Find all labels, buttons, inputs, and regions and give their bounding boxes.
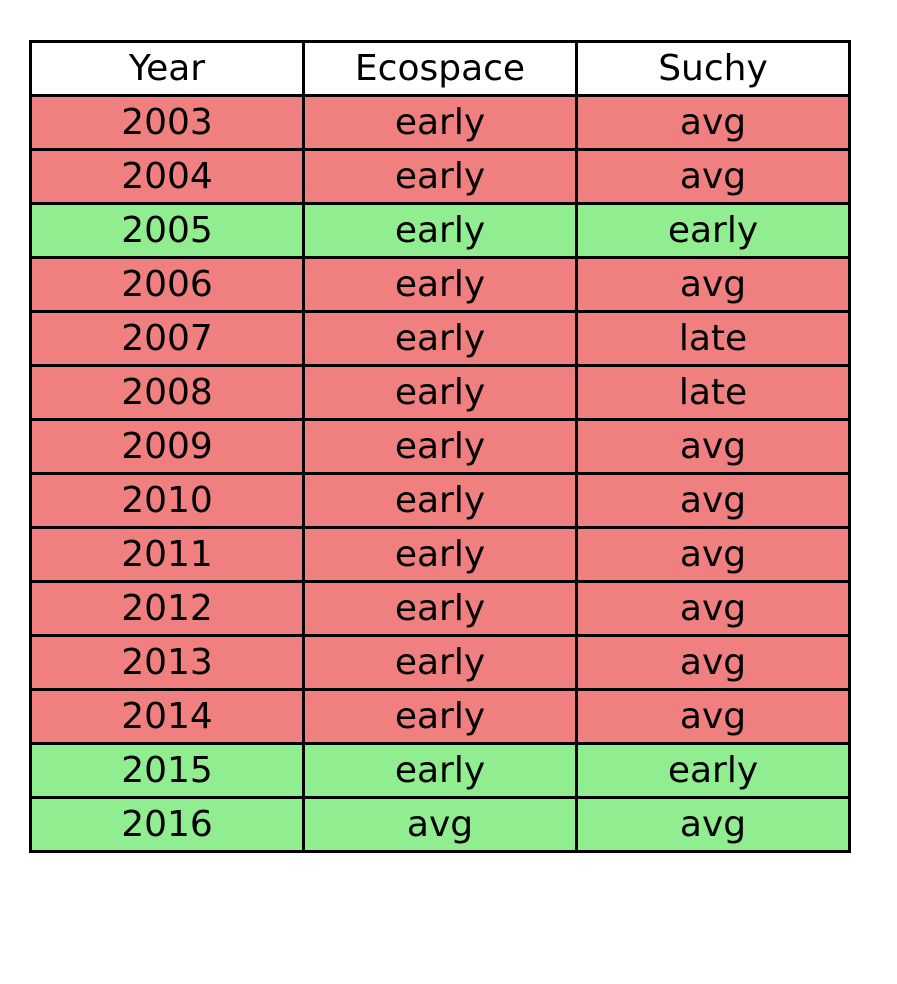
- header-row: Year Ecospace Suchy: [29, 40, 851, 97]
- suchy-cell: late: [575, 310, 851, 367]
- column-header-year: Year: [29, 40, 305, 97]
- ecospace-cell: early: [302, 364, 578, 421]
- suchy-cell: early: [575, 742, 851, 799]
- table-row: 2016 avg avg: [29, 796, 851, 853]
- ecospace-cell: avg: [302, 796, 578, 853]
- table-row: 2013 early avg: [29, 634, 851, 691]
- year-cell: 2010: [29, 472, 305, 529]
- year-cell: 2005: [29, 202, 305, 259]
- year-cell: 2009: [29, 418, 305, 475]
- suchy-cell: avg: [575, 526, 851, 583]
- year-cell: 2014: [29, 688, 305, 745]
- suchy-cell: avg: [575, 796, 851, 853]
- ecospace-cell: early: [302, 688, 578, 745]
- year-cell: 2011: [29, 526, 305, 583]
- table-row: 2012 early avg: [29, 580, 851, 637]
- table-row: 2010 early avg: [29, 472, 851, 529]
- ecospace-cell: early: [302, 310, 578, 367]
- table-row: 2015 early early: [29, 742, 851, 799]
- ecospace-cell: early: [302, 94, 578, 151]
- suchy-cell: avg: [575, 256, 851, 313]
- table-row: 2014 early avg: [29, 688, 851, 745]
- column-header-ecospace: Ecospace: [302, 40, 578, 97]
- table-row: 2006 early avg: [29, 256, 851, 313]
- year-cell: 2015: [29, 742, 305, 799]
- column-header-suchy: Suchy: [575, 40, 851, 97]
- table-row: 2008 early late: [29, 364, 851, 421]
- ecospace-cell: early: [302, 418, 578, 475]
- year-cell: 2006: [29, 256, 305, 313]
- comparison-table: Year Ecospace Suchy 2003 early avg 2004 earl…: [29, 40, 851, 853]
- table-row: 2003 early avg: [29, 94, 851, 151]
- table-row: 2004 early avg: [29, 148, 851, 205]
- suchy-cell: avg: [575, 94, 851, 151]
- comparison-table-container: Year Ecospace Suchy 2003 early avg 2004 earl…: [29, 40, 851, 853]
- ecospace-cell: early: [302, 256, 578, 313]
- suchy-cell: early: [575, 202, 851, 259]
- suchy-cell: avg: [575, 634, 851, 691]
- table-header: Year Ecospace Suchy: [29, 40, 851, 97]
- ecospace-cell: early: [302, 472, 578, 529]
- table-row: 2005 early early: [29, 202, 851, 259]
- ecospace-cell: early: [302, 580, 578, 637]
- table-row: 2011 early avg: [29, 526, 851, 583]
- ecospace-cell: early: [302, 742, 578, 799]
- table-body: 2003 early avg 2004 early avg 2005 early early 20…: [29, 94, 851, 853]
- table-row: 2007 early late: [29, 310, 851, 367]
- year-cell: 2016: [29, 796, 305, 853]
- suchy-cell: avg: [575, 472, 851, 529]
- year-cell: 2003: [29, 94, 305, 151]
- suchy-cell: avg: [575, 148, 851, 205]
- suchy-cell: late: [575, 364, 851, 421]
- ecospace-cell: early: [302, 148, 578, 205]
- year-cell: 2008: [29, 364, 305, 421]
- table-row: 2009 early avg: [29, 418, 851, 475]
- ecospace-cell: early: [302, 526, 578, 583]
- ecospace-cell: early: [302, 634, 578, 691]
- suchy-cell: avg: [575, 418, 851, 475]
- ecospace-cell: early: [302, 202, 578, 259]
- year-cell: 2013: [29, 634, 305, 691]
- suchy-cell: avg: [575, 580, 851, 637]
- year-cell: 2007: [29, 310, 305, 367]
- year-cell: 2004: [29, 148, 305, 205]
- year-cell: 2012: [29, 580, 305, 637]
- suchy-cell: avg: [575, 688, 851, 745]
